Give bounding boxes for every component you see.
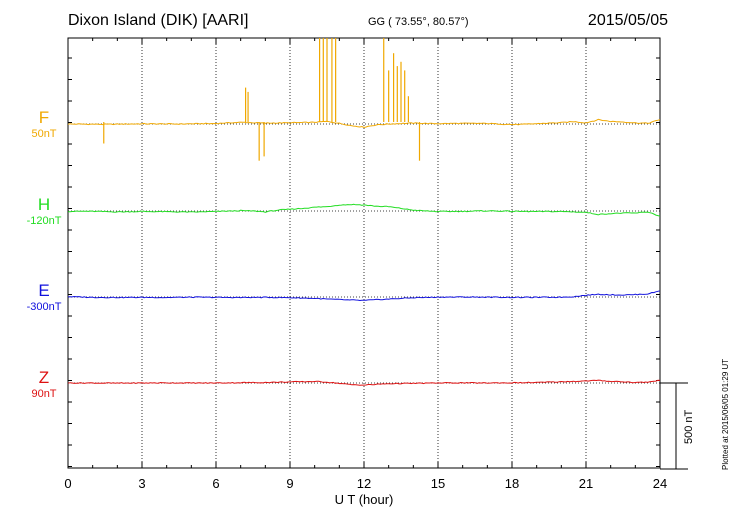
component-label-Z: Z 90nT	[14, 368, 74, 400]
component-offset: 50nT	[31, 128, 57, 140]
component-label-H: H -120nT	[14, 195, 74, 227]
x-axis-label: U T (hour)	[335, 492, 394, 507]
component-label-E: E -300nT	[14, 281, 74, 313]
plot-date: 2015/05/05	[587, 12, 668, 29]
series-E-line	[67, 290, 661, 302]
component-name: E	[38, 281, 50, 300]
component-offset: -120nT	[26, 215, 62, 227]
scale-bar: 500 nT	[660, 382, 695, 470]
x-tick-label: 18	[505, 476, 519, 491]
series-H-line	[67, 203, 661, 217]
x-tick-label: 9	[286, 476, 293, 491]
x-tick-label: 0	[64, 476, 71, 491]
x-tick-label: 21	[579, 476, 593, 491]
x-tick-label: 6	[212, 476, 219, 491]
component-offset: 90nT	[31, 388, 57, 400]
component-name: F	[38, 108, 50, 127]
station-title: Dixon Island (DIK) [AARI]	[68, 12, 249, 29]
series-Z-line	[67, 379, 661, 386]
series-F-line	[67, 118, 661, 129]
component-label-F: F 50nT	[14, 108, 74, 140]
component-offset: -300nT	[26, 301, 62, 313]
plot-frame	[67, 37, 661, 469]
component-name: Z	[38, 368, 50, 387]
plotted-timestamp: Plotted at 2015/06/05 01:29 UT	[721, 358, 730, 470]
scale-bar-label: 500 nT	[683, 409, 695, 444]
x-tick-label: 15	[431, 476, 445, 491]
x-tick-label: 12	[357, 476, 371, 491]
component-name: H	[37, 195, 51, 214]
geographic-coordinates: GG ( 73.55°, 80.57°)	[368, 16, 469, 28]
x-tick-label: 3	[138, 476, 145, 491]
x-tick-label: 24	[653, 476, 667, 491]
x-axis: 0 3 6 9 12 15 18 21 24 U T (hour)	[64, 38, 667, 507]
grid-layer	[68, 38, 660, 468]
series-layer	[67, 38, 661, 386]
